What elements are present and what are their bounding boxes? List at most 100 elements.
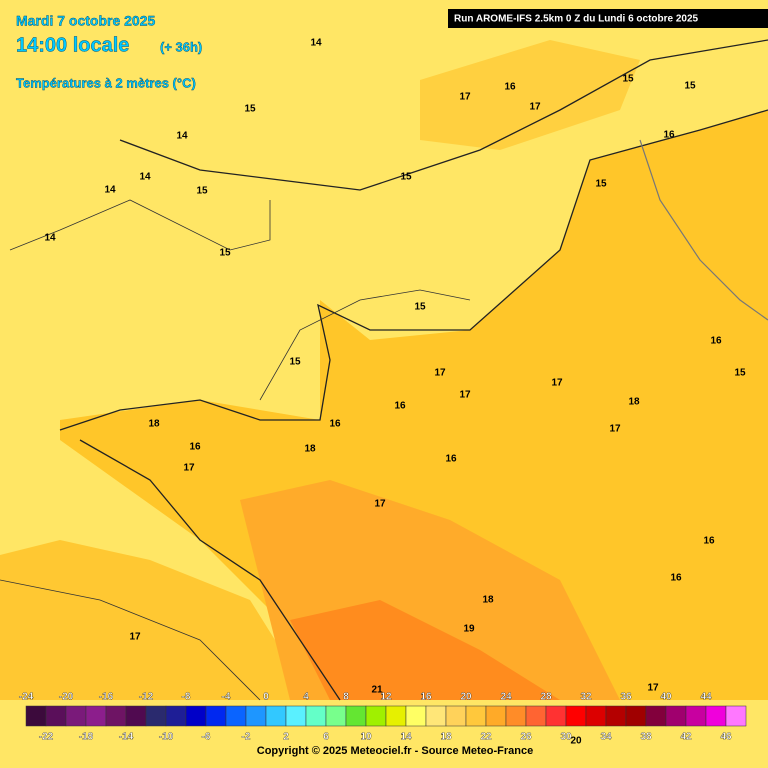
scale-box	[145, 705, 167, 727]
isotherm-label: 17	[183, 463, 195, 474]
scale-box	[445, 705, 467, 727]
scale-label: 0	[263, 692, 269, 703]
isotherm-label: 16	[703, 536, 715, 547]
run-info: Run AROME-IFS 2.5km 0 Z du Lundi 6 octob…	[454, 14, 699, 25]
isotherm-label: 16	[445, 454, 457, 465]
isotherm-label: 15	[684, 81, 696, 92]
isotherm-label: 16	[670, 573, 682, 584]
isotherm-label: 14	[176, 131, 188, 142]
scale-box	[205, 705, 227, 727]
scale-box	[585, 705, 607, 727]
scale-box	[725, 705, 747, 727]
isotherm-label: 16	[329, 419, 341, 430]
france-land	[60, 110, 768, 700]
scale-box	[45, 705, 67, 727]
scale-box	[705, 705, 727, 727]
scale-label: -22	[39, 732, 54, 743]
scale-label: 4	[303, 692, 309, 703]
scale-box	[185, 705, 207, 727]
scale-label: 18	[440, 732, 452, 743]
scale-box	[505, 705, 527, 727]
scale-label: 8	[343, 692, 349, 703]
isotherm-label: 16	[189, 442, 201, 453]
scale-box	[405, 705, 427, 727]
isotherm-label: 15	[400, 172, 412, 183]
scale-label: -18	[79, 732, 94, 743]
scale-box	[325, 705, 347, 727]
isotherm-label: 19	[463, 624, 475, 635]
isotherm-label: 17	[459, 92, 471, 103]
scale-box	[65, 705, 87, 727]
scale-box	[625, 705, 647, 727]
isotherm-label: 17	[551, 378, 563, 389]
scale-box	[645, 705, 667, 727]
isotherm-label: 15	[244, 104, 256, 115]
scale-box	[345, 705, 367, 727]
scale-label: 40	[660, 692, 672, 703]
isotherm-label: 17	[609, 424, 621, 435]
date: Mardi 7 octobre 2025	[16, 13, 155, 29]
scale-box	[365, 705, 387, 727]
coastline	[59, 109, 768, 431]
scale-box	[465, 705, 487, 727]
isotherm-label: 18	[482, 595, 494, 606]
scale-label: 46	[720, 732, 732, 743]
isotherm-label: 17	[129, 632, 141, 643]
isotherm	[9, 199, 271, 251]
isotherm-label: 14	[104, 185, 116, 196]
isotherm	[259, 289, 471, 401]
scale-label: 16	[420, 692, 432, 703]
scale-box	[605, 705, 627, 727]
scale-box	[425, 705, 447, 727]
copyright: Copyright © 2025 Meteociel.fr - Source M…	[257, 745, 533, 757]
scale-box	[125, 705, 147, 727]
isotherm-label: 17	[374, 499, 386, 510]
scale-label: 10	[360, 732, 372, 743]
isotherm-label: 16	[504, 82, 516, 93]
scale-label: -10	[159, 732, 174, 743]
scale-label: 28	[540, 692, 552, 703]
isotherm-label: 18	[148, 419, 160, 430]
isotherm-label: 15	[289, 357, 301, 368]
isotherm-label: 16	[710, 336, 722, 347]
scale-label: -14	[119, 732, 134, 743]
isotherm-label: 16	[663, 130, 675, 141]
isotherm-label: 15	[414, 302, 426, 313]
england-coast	[420, 40, 640, 150]
scale-label: 34	[600, 732, 612, 743]
scale-label: 24	[500, 692, 512, 703]
scale-label: 22	[480, 732, 492, 743]
scale-label: 20	[460, 692, 472, 703]
isotherm-label: 21	[371, 685, 383, 696]
scale-box	[305, 705, 327, 727]
scale-box	[565, 705, 587, 727]
scale-box	[685, 705, 707, 727]
isotherm-label: 16	[394, 401, 406, 412]
lead-time: (+ 36h)	[160, 39, 202, 54]
isotherm-label: 17	[459, 390, 471, 401]
scale-box	[285, 705, 307, 727]
scale-label: 6	[323, 732, 329, 743]
scale-box	[245, 705, 267, 727]
scale-label: 2	[283, 732, 289, 743]
scale-box	[105, 705, 127, 727]
isotherm-label: 17	[529, 102, 541, 113]
scale-label: 44	[700, 692, 712, 703]
scale-label: 30	[560, 732, 572, 743]
warm-sea	[0, 540, 330, 700]
scale-label: -4	[222, 692, 231, 703]
scale-box	[25, 705, 47, 727]
isotherm-label: 14	[139, 172, 151, 183]
scale-label: 42	[680, 732, 692, 743]
scale-label: -8	[182, 692, 191, 703]
isotherm-label: 15	[196, 186, 208, 197]
run-box	[448, 9, 768, 28]
variable: Températures à 2 mètres (°C)	[16, 75, 196, 90]
scale-label: -24	[19, 692, 34, 703]
isotherm-label: 18	[628, 397, 640, 408]
scale-box	[265, 705, 287, 727]
coastline	[79, 439, 341, 701]
isotherm-label: 14	[310, 38, 322, 49]
time: 14:00 locale	[16, 34, 129, 56]
